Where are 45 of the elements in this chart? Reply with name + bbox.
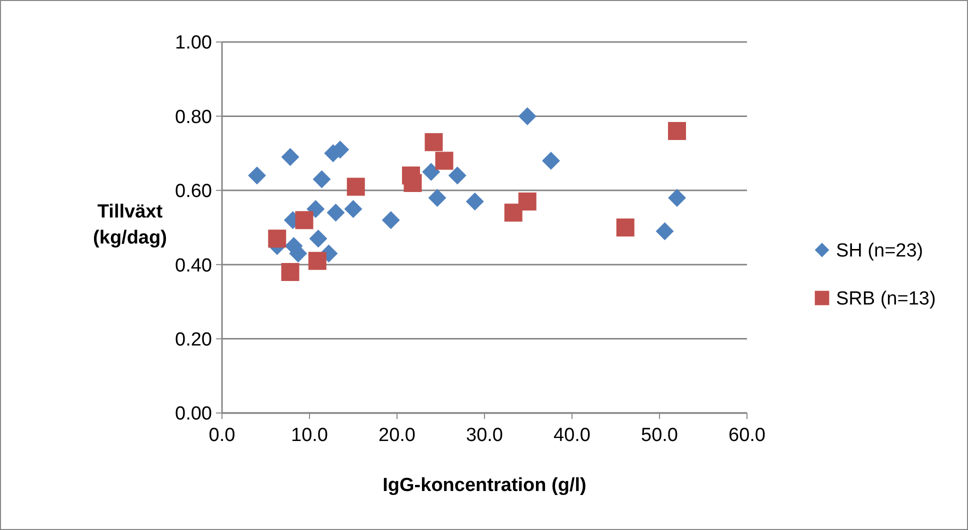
point (382, 211, 400, 230)
point (309, 230, 328, 248)
point (518, 192, 536, 211)
legend-label: SH (n=23) (836, 240, 924, 262)
point (448, 166, 466, 185)
x-axis-title: IgG-koncentration (g/l) (382, 475, 586, 496)
x-tick-label: 10.0 (291, 425, 328, 446)
point (404, 174, 422, 192)
point (668, 188, 686, 207)
point (518, 107, 536, 126)
y-tick-label: 0.00 (175, 404, 212, 425)
point (281, 148, 300, 166)
x-tick-label: 40.0 (554, 425, 590, 446)
x-tick-label: 0.0 (208, 425, 236, 446)
point (308, 252, 326, 270)
y-tick-label: 0.80 (175, 106, 212, 128)
point (306, 200, 325, 218)
point (344, 200, 362, 218)
point (248, 166, 266, 185)
y-tick-label: 0.60 (175, 181, 212, 202)
point (466, 192, 484, 211)
point (295, 211, 314, 230)
point (616, 218, 634, 236)
point (424, 133, 443, 152)
point (668, 122, 686, 140)
x-tick-label: 30.0 (466, 425, 503, 446)
y-tick-label: 0.40 (175, 255, 212, 276)
y-tick-label: 1.00 (175, 32, 212, 54)
y-tick-label: 0.20 (175, 329, 212, 350)
point (656, 222, 674, 240)
x-tick-label: 50.0 (641, 425, 678, 446)
point (312, 170, 331, 188)
y-axis-title: Tillväxt (kg/dag) (93, 202, 167, 248)
x-tick-label: 20.0 (378, 425, 416, 446)
point (428, 188, 446, 207)
point (268, 230, 286, 248)
point (504, 204, 522, 222)
point (281, 263, 300, 282)
x-tick-label: 60.0 (728, 425, 766, 446)
point (346, 178, 365, 196)
point (326, 204, 345, 222)
point (542, 152, 560, 170)
point (435, 152, 454, 170)
point (422, 162, 440, 181)
legend-label: SRB (n=13) (836, 288, 936, 310)
